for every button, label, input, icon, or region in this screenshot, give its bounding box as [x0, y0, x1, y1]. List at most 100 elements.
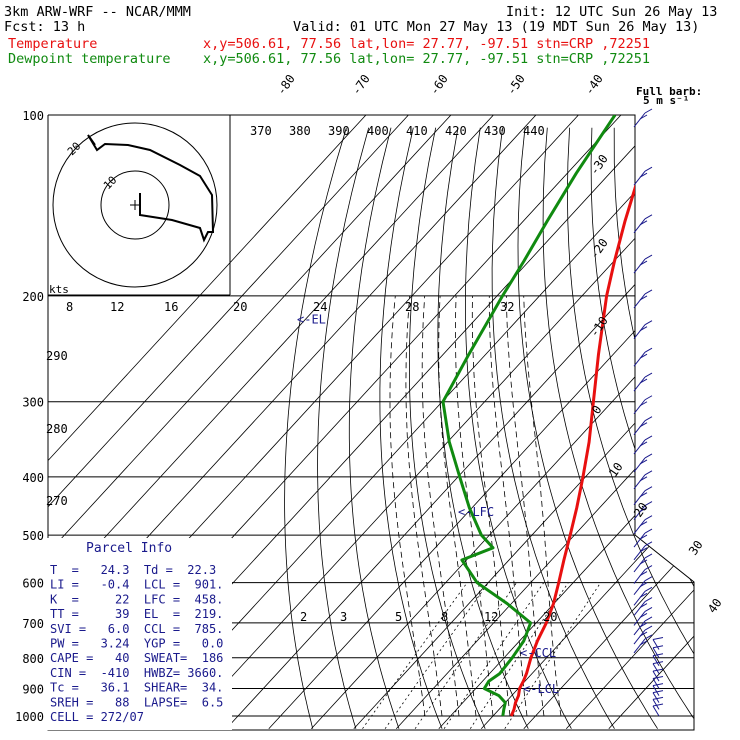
hodograph-speed-label: 24 — [313, 300, 327, 314]
isotherm-line — [565, 115, 694, 730]
mixing-ratio-label: 20 — [543, 610, 557, 624]
pressure-label-1000: 1000 — [15, 710, 44, 724]
wind-barb — [652, 678, 660, 689]
wind-barb-flag — [639, 260, 648, 266]
wind-barb-flag — [639, 353, 648, 359]
pressure-label-600: 600 — [22, 577, 44, 591]
wind-barb-flag — [644, 625, 653, 631]
hodograph-trace — [87, 134, 215, 243]
wind-barb-flag — [639, 172, 648, 178]
wind-barb — [633, 580, 646, 595]
dewpoint-location: x,y=506.61, 77.56 lat,lon= 27.77, -97.51… — [203, 51, 650, 67]
dry-adiabat — [464, 127, 572, 729]
dry-adiabat — [542, 127, 694, 729]
wind-barb-flag — [652, 703, 664, 707]
mixing-ratio-line — [469, 582, 569, 729]
wind-barb-flag — [644, 501, 653, 507]
dry-adiabat — [437, 127, 529, 729]
wind-barb-flag — [644, 470, 653, 476]
wind-barb-flag — [639, 559, 648, 565]
isotherm-label: -40 — [582, 72, 606, 98]
wind-barb-flag — [644, 553, 653, 559]
wind-barb-flag — [644, 634, 653, 640]
wind-barb — [652, 699, 660, 710]
wind-barb — [633, 490, 646, 505]
dewpoint-trace — [441, 115, 617, 717]
mixing-ratio-label: 2 — [300, 610, 307, 624]
wind-barb-flag — [639, 547, 648, 553]
wind-barb — [633, 557, 646, 573]
isotherm-line — [48, 115, 520, 730]
wind-barb — [633, 532, 646, 548]
chart-title: 3km ARW-WRF -- NCAR/MMM — [4, 4, 191, 20]
mixing-ratio-label: 5 — [395, 610, 402, 624]
wind-barb-flag — [639, 592, 648, 598]
wind-barb-flag — [639, 401, 648, 407]
wind-barb-flag — [639, 534, 648, 540]
dry-adiabat — [658, 127, 694, 729]
wind-barb-flag — [644, 372, 653, 378]
isotherm-line — [395, 115, 694, 730]
wind-barb-flag — [652, 645, 664, 649]
isotherm-label: 40 — [705, 596, 725, 616]
pressure-label-900: 900 — [22, 682, 44, 696]
wind-barb-flag — [652, 676, 664, 679]
wind-barb-flag — [652, 668, 664, 672]
wind-barb-flag — [644, 597, 653, 602]
wind-barb-flag — [644, 565, 653, 570]
temperature-location: x,y=506.61, 77.56 lat,lon= 27.77, -97.51… — [203, 36, 650, 52]
wind-barb — [652, 655, 660, 667]
isotherm-line — [608, 115, 694, 730]
isotherm-line — [183, 115, 694, 730]
wind-barb-flag — [639, 114, 648, 120]
wind-barb-flag — [639, 571, 648, 576]
isotherm-label: -60 — [427, 72, 451, 98]
wind-barb — [633, 376, 646, 392]
theta-label: 430 — [484, 124, 506, 138]
wind-barb-flag — [639, 295, 648, 301]
theta-label-left: 280 — [46, 422, 68, 436]
hodograph-speed-label: 28 — [405, 300, 419, 314]
isotherm-line — [480, 115, 694, 730]
wind-barb-flag — [639, 378, 648, 384]
theta-label: 400 — [367, 124, 389, 138]
hodograph-ring-label-20: 20 — [65, 140, 84, 159]
wind-barb-flag — [652, 636, 664, 640]
wind-barb-flag — [644, 395, 653, 401]
parcel-info-row: CELL = 272/07 — [50, 710, 144, 724]
level-marker: <-LFC — [458, 505, 494, 519]
wind-barb — [633, 439, 646, 455]
isotherm-label: 10 — [606, 460, 626, 480]
wind-barb-flag — [639, 603, 648, 608]
isotherm-label: -70 — [349, 72, 373, 98]
dry-adiabat — [491, 127, 615, 729]
dry-adiabat — [317, 127, 370, 729]
pressure-label-200: 200 — [22, 290, 44, 304]
wind-barb — [633, 457, 646, 473]
parcel-info-row: T = 24.3 Td = 22.3 — [50, 563, 216, 577]
wind-barb — [633, 620, 646, 636]
level-marker: <-CCL — [520, 646, 556, 660]
parcel-info-row: CIN = -410 HWBZ= 3660. — [50, 666, 223, 680]
mixing-ratio-line — [414, 582, 517, 729]
wind-barb-flag — [644, 289, 653, 295]
parcel-info-row: Tc = 36.1 SHEAR= 34. — [50, 681, 223, 695]
wind-barb-flag — [639, 459, 648, 465]
wind-barb — [633, 420, 646, 435]
temperature-trace — [509, 115, 665, 717]
wind-barb — [633, 258, 646, 274]
dewpoint-legend: Dewpoint temperature — [8, 51, 171, 67]
barb-key-title: Full barb: — [636, 85, 702, 98]
wind-barb-flag — [639, 631, 648, 637]
theta-label: 390 — [328, 124, 350, 138]
isotherm-label: -10 — [587, 314, 611, 340]
isotherm-label: -50 — [504, 72, 528, 98]
wind-barb-flag — [644, 486, 653, 492]
wind-barb-flag — [644, 416, 653, 422]
wind-barb-flag — [644, 254, 653, 260]
parcel-info-row: LI = -0.4 LCL = 901. — [50, 578, 223, 592]
parcel-info-row: CAPE = 40 SWEAT= 186 — [50, 651, 223, 665]
isotherm-label: -30 — [587, 152, 611, 178]
wind-barb — [633, 611, 646, 626]
